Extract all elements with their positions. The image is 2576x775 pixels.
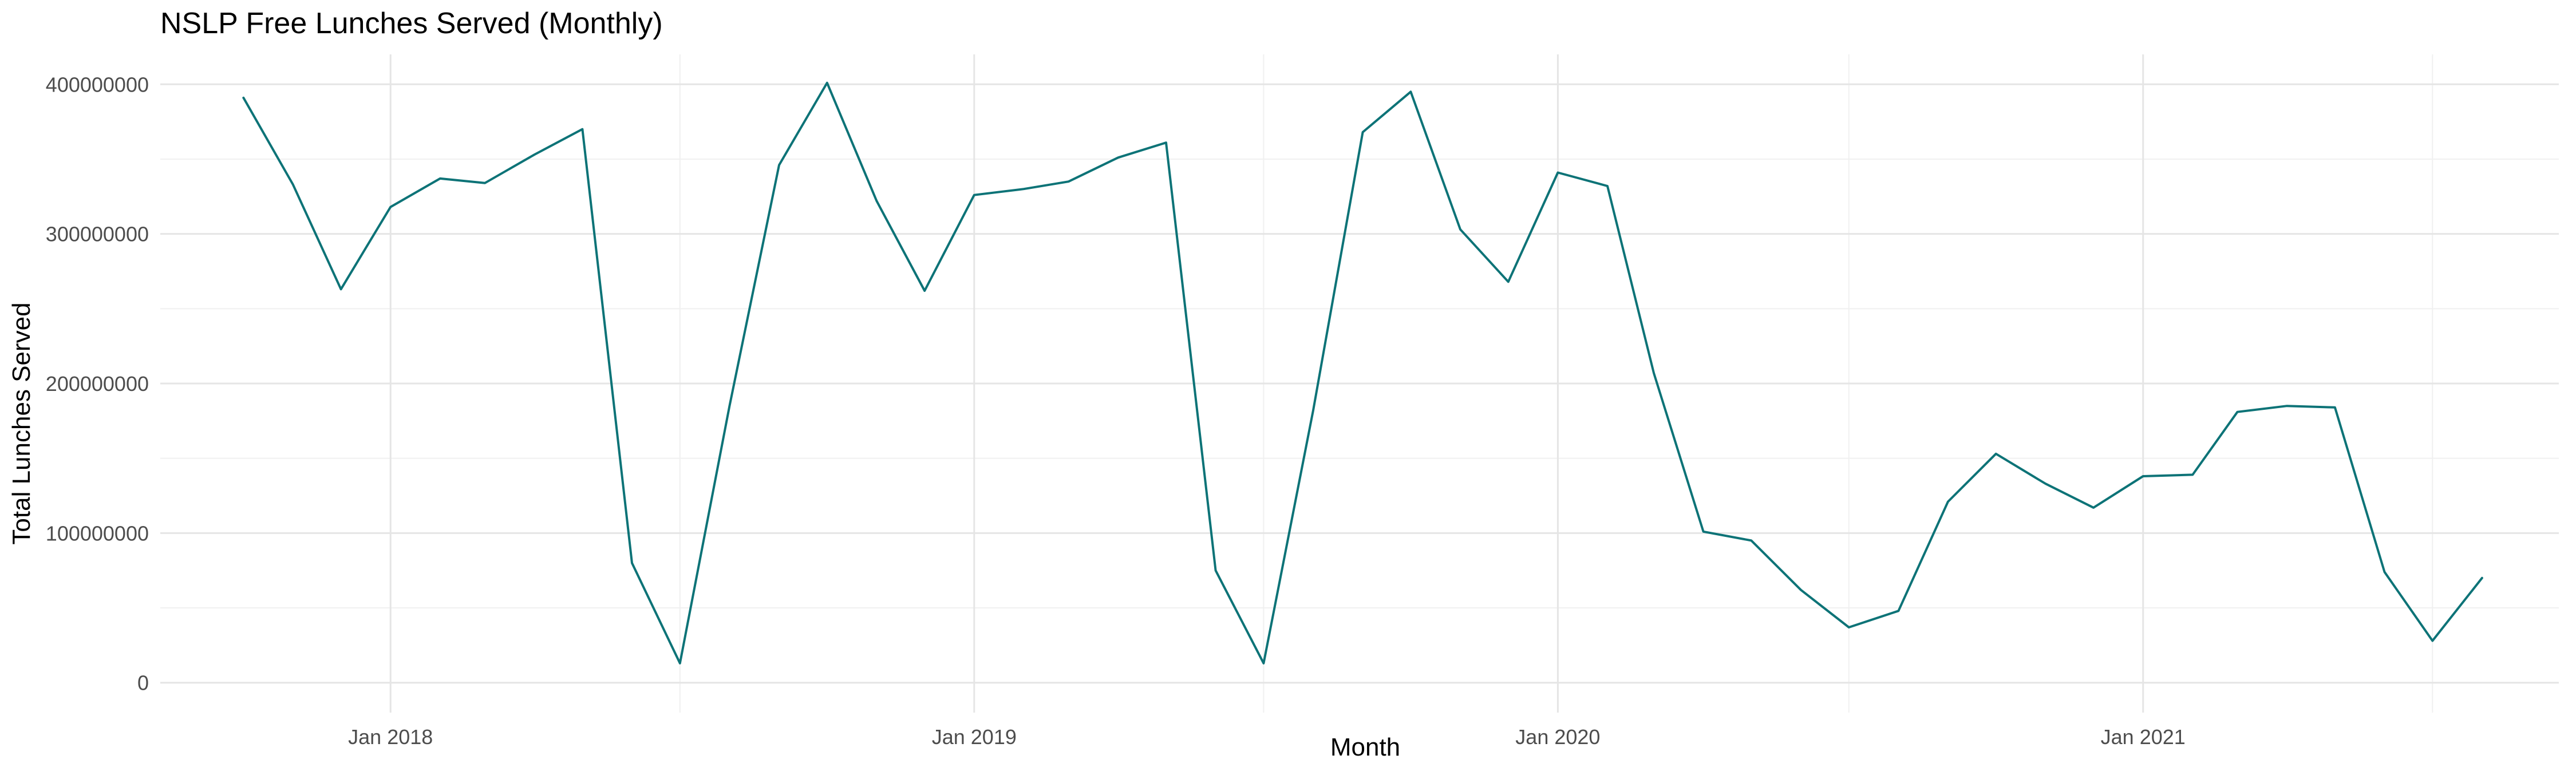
data-point [777,163,781,167]
data-point [339,287,343,291]
data-point [825,81,829,85]
y-tick-label: 300000000 [46,223,149,246]
data-point [1702,530,1705,533]
data-point [1994,452,1998,456]
data-point [1459,228,1462,231]
y-axis-label: Total Lunches Served [7,302,35,544]
x-tick-label: Jan 2020 [1515,725,1600,749]
data-point [1116,156,1120,159]
y-tick-label: 0 [137,671,149,695]
data-point [2142,475,2145,478]
data-point [1262,662,1265,665]
data-point [1507,280,1510,283]
data-point [1799,588,1803,592]
data-point [2285,404,2289,408]
data-point [1067,180,1070,183]
grid-layer [160,54,2559,713]
data-point [291,183,295,186]
data-point [1749,539,1753,542]
data-point [630,562,634,565]
data-point [1897,609,1900,612]
data-point [2480,576,2484,580]
data-point [438,177,442,180]
data-point [483,181,487,185]
x-axis-label: Month [1330,733,1400,761]
data-point [2383,570,2387,574]
data-point [1311,409,1315,412]
x-tick-label: Jan 2019 [932,725,1017,749]
chart-title: NSLP Free Lunches Served (Monthly) [160,7,663,40]
x-tick-label: Jan 2021 [2101,725,2186,749]
data-point [533,153,536,156]
data-point [2431,639,2434,643]
data-point [1652,371,1656,375]
data-point [1361,131,1365,134]
series-line-0 [242,81,2483,665]
data-point [2333,406,2337,409]
x-tick-label: Jan 2018 [348,725,433,749]
y-tick-label: 400000000 [46,73,149,96]
y-tick-label: 100000000 [46,521,149,545]
data-point [389,205,392,209]
data-point [580,128,584,131]
data-point [242,96,245,100]
data-point [2092,506,2095,509]
data-point [728,404,731,408]
data-point [1556,171,1559,175]
data-point [1022,187,1025,191]
data-point [678,662,682,665]
data-point [1847,626,1851,629]
data-point [875,199,878,203]
y-tick-label: 200000000 [46,372,149,396]
data-point [1214,569,1218,572]
data-point [973,193,976,197]
data-point [1409,90,1412,93]
data-point [2191,473,2194,476]
data-point [2044,482,2047,485]
axis-layer: 0 100000000 200000000 300000000 400000000 Jan… [46,73,2186,749]
data-point [2236,410,2239,414]
data-point [1946,500,1950,504]
data-point [1606,184,1609,188]
data-point [1164,141,1168,144]
data-point [923,289,926,292]
series-layer [242,81,2484,665]
